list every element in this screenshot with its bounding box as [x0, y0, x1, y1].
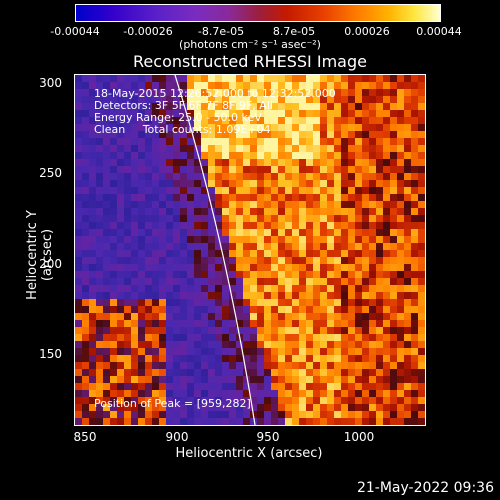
- solar-limb-line: [174, 75, 256, 425]
- y-tick-label: 200: [39, 257, 62, 271]
- intensity-map: [75, 75, 425, 425]
- method-counts-text: Clean Total counts: 1.09E+04: [94, 123, 271, 136]
- image-title: Reconstructed RHESSI Image: [133, 52, 367, 71]
- x-tick-label: 1000: [343, 430, 375, 444]
- colorbar-units: (photons cm⁻² s⁻¹ asec⁻²): [179, 38, 321, 51]
- colorbar-tick: -8.7e-05: [197, 25, 245, 38]
- x-tick-label: 850: [73, 430, 97, 444]
- y-axis-label: Heliocentric Y (arcsec): [25, 210, 55, 300]
- observation-time: 18-May-2015 12:26:52.000 to 12:32:52.000: [94, 87, 336, 100]
- detectors-text: Detectors: 3F 5F 6F 7F 8F 9F, All: [94, 99, 273, 112]
- energy-range-text: Energy Range: 25.0 - 50.0 keV: [94, 111, 262, 124]
- x-tick-label: 900: [165, 430, 189, 444]
- colorbar-tick: -0.00044: [50, 25, 100, 38]
- colorbar-tick: 0.00044: [416, 25, 462, 38]
- peak-position-text: Position of Peak = [959,282]: [94, 397, 251, 410]
- colorbar-tick: -0.00026: [123, 25, 173, 38]
- colorbar: [75, 4, 441, 22]
- y-tick-label: 300: [39, 76, 62, 90]
- y-tick-label: 150: [39, 347, 62, 361]
- colorbar-tick: 0.00026: [344, 25, 390, 38]
- plot-datestamp: 21-May-2022 09:36: [356, 480, 494, 496]
- x-axis-label: Heliocentric X (arcsec): [175, 446, 323, 461]
- x-tick-label: 950: [256, 430, 280, 444]
- colorbar-tick: 8.7e-05: [272, 25, 316, 38]
- rhessi-image: [74, 74, 426, 426]
- y-tick-label: 250: [39, 166, 62, 180]
